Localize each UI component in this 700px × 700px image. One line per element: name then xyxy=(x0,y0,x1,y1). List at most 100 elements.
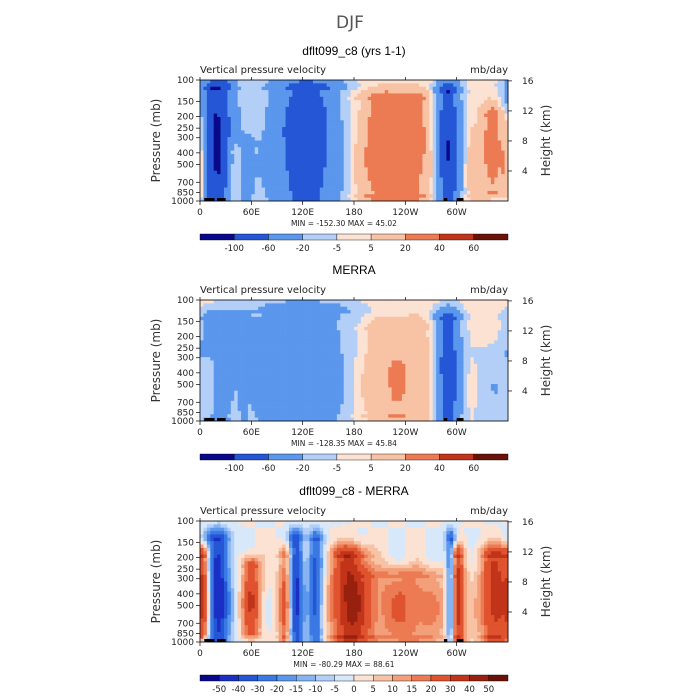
heatmap-cell xyxy=(364,187,369,192)
heatmap-cell xyxy=(367,93,372,98)
heatmap-cell xyxy=(425,167,430,172)
heatmap-cell xyxy=(285,80,290,84)
heatmap-cell xyxy=(336,120,341,125)
heatmap-cell xyxy=(227,167,232,172)
heatmap-cell xyxy=(425,93,430,98)
heatmap-cell xyxy=(330,86,334,91)
heatmap-cell xyxy=(326,180,331,185)
heatmap-cell xyxy=(210,150,215,155)
heatmap-cell xyxy=(258,323,262,328)
heatmap-cell xyxy=(302,83,307,88)
heatmap-cell xyxy=(347,157,351,162)
heatmap-cell xyxy=(350,150,355,155)
heatmap-cell xyxy=(285,93,290,98)
heatmap-cell xyxy=(466,110,471,115)
heatmap-cell xyxy=(285,147,290,151)
heatmap-cell xyxy=(261,170,266,175)
heatmap-cell xyxy=(237,164,242,168)
heatmap-cell xyxy=(487,103,492,108)
heatmap-cell xyxy=(360,130,365,135)
heatmap-cell xyxy=(449,103,454,108)
heatmap-cell xyxy=(442,353,447,358)
heatmap-cell xyxy=(436,80,440,84)
heatmap-cell xyxy=(449,96,454,101)
heatmap-cell xyxy=(453,167,458,172)
heatmap-cell xyxy=(354,330,358,335)
heatmap-cell xyxy=(453,100,458,104)
heatmap-cell xyxy=(487,110,492,115)
heatmap-cell xyxy=(460,127,464,131)
heatmap-cell xyxy=(258,157,262,162)
heatmap-cell xyxy=(405,113,410,118)
heatmap-cell xyxy=(453,357,458,361)
heatmap-cell xyxy=(292,130,297,135)
heatmap-cell xyxy=(319,133,324,138)
heatmap-cell xyxy=(306,336,310,341)
heatmap-cell xyxy=(463,340,468,345)
heatmap-cell xyxy=(217,194,221,199)
heatmap-cell xyxy=(377,96,382,101)
heatmap-cell xyxy=(480,320,485,324)
heatmap-cell xyxy=(398,103,403,108)
heatmap-cell xyxy=(302,116,307,121)
heatmap-cell xyxy=(374,137,379,141)
heatmap-cell xyxy=(425,306,430,311)
heatmap-cell xyxy=(360,360,365,365)
heatmap-cell xyxy=(425,83,430,88)
heatmap-cell xyxy=(466,150,471,155)
heatmap-cell xyxy=(490,320,495,324)
heatmap-cell xyxy=(251,93,256,98)
heatmap-cell xyxy=(275,116,280,121)
heatmap-cell xyxy=(381,177,386,182)
heatmap-cell xyxy=(480,100,485,104)
heatmap-cell xyxy=(388,350,393,355)
heatmap-cell xyxy=(487,194,492,199)
heatmap-cell xyxy=(364,360,369,365)
heatmap-cell xyxy=(241,326,245,331)
heatmap-cell xyxy=(367,123,372,128)
heatmap-cell xyxy=(254,137,259,141)
heatmap-cell xyxy=(371,303,375,308)
heatmap-cell xyxy=(446,184,451,188)
heatmap-cell xyxy=(504,137,509,141)
heatmap-cell xyxy=(371,143,375,148)
heatmap-cell xyxy=(436,164,440,168)
heatmap-cell xyxy=(282,190,286,195)
heatmap-cell xyxy=(278,157,283,162)
heatmap-cell xyxy=(343,157,348,162)
heatmap-cell xyxy=(295,336,300,341)
heatmap-cell xyxy=(323,116,328,121)
heatmap-cell xyxy=(466,333,471,338)
heatmap-cell xyxy=(316,137,321,141)
heatmap-cell xyxy=(425,123,430,128)
heatmap-cell xyxy=(442,310,447,314)
heatmap-cell xyxy=(227,147,232,151)
heatmap-cell xyxy=(477,180,482,185)
heatmap-cell xyxy=(288,303,293,308)
heatmap-cell xyxy=(282,164,286,168)
heatmap-cell xyxy=(347,153,351,158)
heatmap-cell xyxy=(282,306,286,311)
heatmap-cell xyxy=(456,174,461,178)
heatmap-cell xyxy=(220,326,225,331)
heatmap-cell xyxy=(419,160,423,165)
heatmap-cell xyxy=(330,187,334,192)
heatmap-cell xyxy=(312,350,317,355)
heatmap-cell xyxy=(490,350,495,355)
heatmap-cell xyxy=(251,187,256,192)
heatmap-cell xyxy=(323,336,328,341)
heatmap-cell xyxy=(381,83,386,88)
heatmap-cell xyxy=(473,194,478,199)
heatmap-cell xyxy=(278,106,283,111)
heatmap-cell xyxy=(319,113,324,118)
heatmap-cell xyxy=(429,174,434,178)
heatmap-cell xyxy=(241,336,245,341)
heatmap-cell xyxy=(354,150,358,155)
heatmap-cell xyxy=(480,194,485,199)
heatmap-cell xyxy=(463,310,468,314)
heatmap-cell xyxy=(237,147,242,151)
heatmap-cell xyxy=(234,343,239,348)
heatmap-cell xyxy=(312,336,317,341)
heatmap-cell xyxy=(401,133,406,138)
heatmap-cell xyxy=(419,116,423,121)
